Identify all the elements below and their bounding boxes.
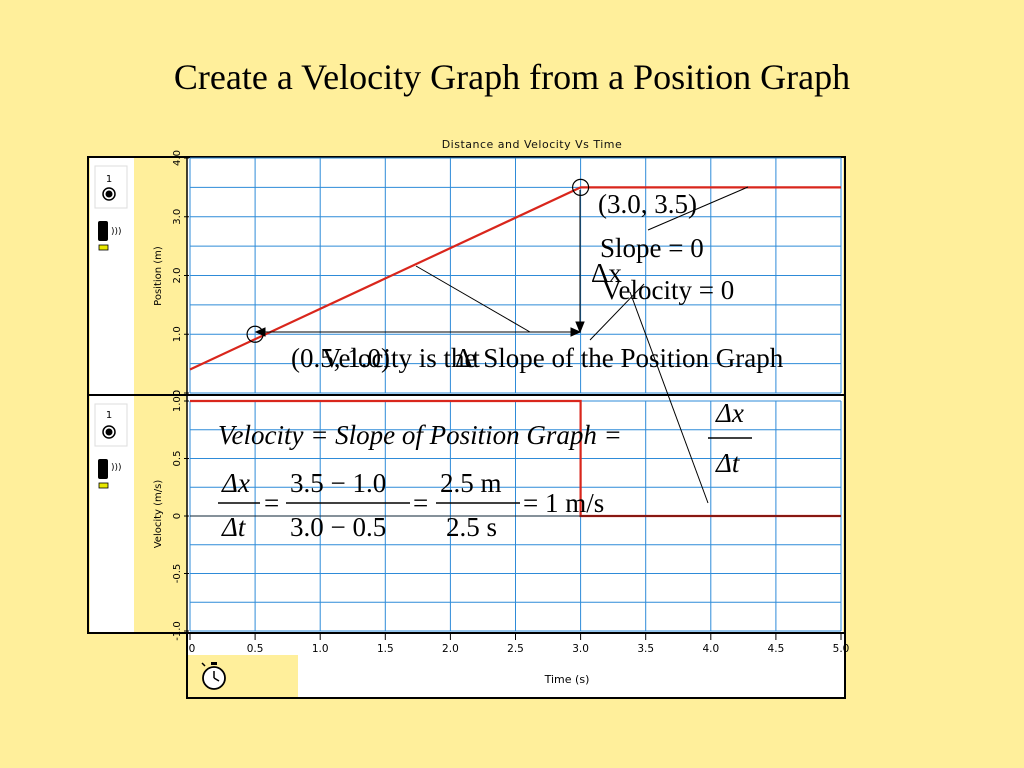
velocity-definition-equation: Velocity = Slope of Position Graph = [218,420,622,450]
velocity-zero-pointer-b [629,291,709,504]
marked-data-point [571,178,590,196]
y-tick-label: 2.0 [172,268,183,284]
delta-x-label: Δx [591,258,622,288]
y-tick-label: 3.0 [172,209,183,225]
position-y-axis-label: Position (m) [153,246,164,306]
calc-frac1-denominator: Δt [222,512,246,542]
motion-sensor-icon-bottom: ))) [98,459,122,489]
chart-title: Distance and Velocity Vs Time [441,138,623,151]
stopwatch-icon[interactable] [201,662,226,690]
x-tick-label: 1.5 [377,643,394,655]
calc-frac2-denominator: 3.0 − 0.5 [290,512,387,542]
data-series [189,178,841,518]
grid-lines [189,157,842,632]
point-a-label: (0.5, 1.0) [291,343,390,373]
calc-frac1-numerator: Δx [222,468,250,498]
y-tick-label: 0.5 [172,451,183,467]
calc-result: = 1 m/s [523,488,605,518]
equation-fraction-bars [218,437,752,504]
calc-frac2-numerator: 3.5 − 1.0 [290,468,387,498]
velocity-y-axis-label: Velocity (m/s) [153,480,164,549]
y-tick-label: 1.00 [172,390,183,412]
svg-text:))): ))) [111,227,122,237]
slope-pointer [415,265,531,333]
equals-sign-1: = [264,488,280,518]
slope-zero-label: Slope = 0 [600,233,704,263]
position-series-line [189,186,841,371]
equals-sign-2: = [413,488,429,518]
x-tick-labels: 0 0.5 1.0 1.5 2.0 2.5 3.0 3.5 4.0 4.5 5.0 [189,634,850,655]
y-tick-label: -0.5 [172,564,183,584]
svg-text:))): ))) [111,463,122,473]
x-tick-label: 3.5 [637,643,654,655]
annotation-lines [254,186,749,504]
delta-t-arrowhead-right [570,327,582,337]
definition-denominator: Δt [716,448,740,478]
x-tick-label: 3.0 [572,643,589,655]
x-tick-label: 4.5 [768,643,785,655]
calc-frac3-numerator: 2.5 m [440,468,502,498]
y-tick-labels: 0 1.0 2.0 3.0 4.0 -1.0 -0.5 0 0.5 1.00 [172,150,189,641]
svg-text:1: 1 [106,174,112,185]
x-tick-label: 2.5 [507,643,524,655]
y-tick-label: -1.0 [172,621,183,641]
x-axis-label: Time (s) [544,673,590,686]
x-tick-label: 1.0 [312,643,329,655]
svg-text:1: 1 [106,410,112,421]
y-tick-label: 4.0 [172,150,183,166]
delta-t-label: Δt [455,343,480,373]
definition-numerator: Δx [716,398,744,428]
probe-1-icon-bottom: 1 [94,403,128,447]
y-tick-label: 1.0 [172,326,183,342]
x-tick-label: 0.5 [247,643,264,655]
y-tick-label: 0 [172,513,183,519]
x-tick-label: 0 [189,643,196,655]
velocity-zero-pointer-a [589,283,645,341]
delta-t-arrowhead-left [254,327,266,337]
velocity-zero-label: Velocity = 0 [602,275,735,305]
probe-1-icon-top: 1 [94,165,128,209]
slope-zero-pointer [647,186,749,231]
motion-sensor-icon-top: ))) [98,221,122,251]
x-tick-label: 4.0 [702,643,719,655]
slide-title: Create a Velocity Graph from a Position … [173,57,851,97]
point-b-label: (3.0, 3.5) [598,189,697,219]
y-tick-label: 0 [172,390,183,396]
velocity-is-slope-label: Velocity is the Slope of the Position Gr… [322,343,784,373]
calc-frac3-denominator: 2.5 s [446,512,498,542]
x-tick-label: 2.0 [442,643,459,655]
delta-x-arrowhead [575,321,585,334]
x-tick-label: 5.0 [833,643,850,655]
